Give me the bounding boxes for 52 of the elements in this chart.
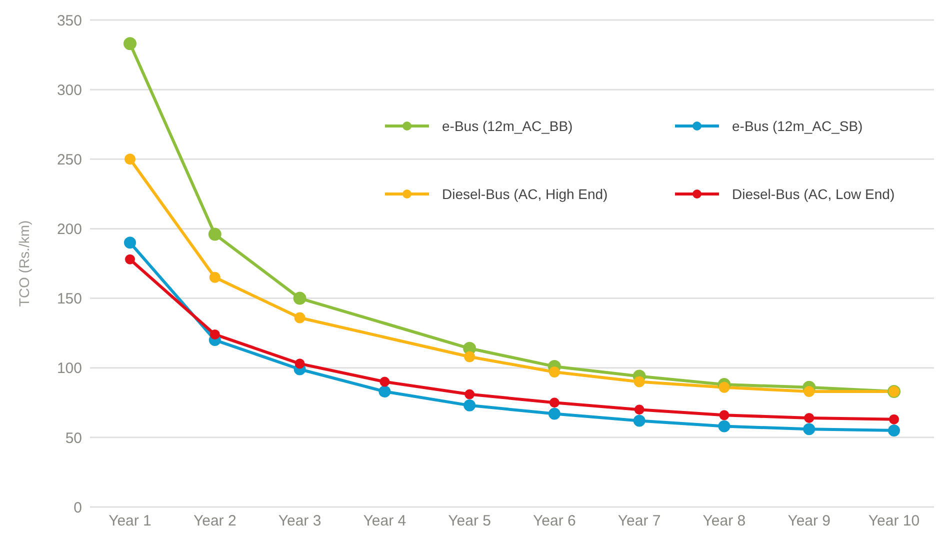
point — [464, 351, 476, 362]
point — [548, 408, 560, 420]
x-tick-label: Year 2 — [193, 512, 236, 530]
point — [210, 329, 220, 340]
point — [549, 398, 560, 408]
y-tick-label: 0 — [74, 499, 82, 516]
legend-label: Diesel-Bus (AC, Low End) — [732, 186, 895, 202]
point — [208, 228, 222, 241]
point — [718, 382, 730, 393]
x-tick-label: Year 8 — [702, 512, 746, 530]
point — [548, 366, 560, 378]
point — [124, 236, 136, 249]
y-tick-label: 350 — [56, 12, 82, 30]
point — [804, 412, 814, 423]
point — [464, 399, 476, 412]
point — [888, 424, 900, 436]
y-tick-label: 50 — [65, 430, 82, 447]
point — [634, 404, 644, 415]
x-tick-label: Year 3 — [278, 512, 322, 530]
point — [124, 154, 136, 165]
x-tick-label: Year 4 — [363, 512, 406, 530]
x-tick-label: Year 10 — [868, 512, 920, 530]
point — [718, 420, 730, 432]
point — [124, 37, 136, 50]
point — [378, 386, 391, 398]
y-axis-title: TCO (Rs./km) — [16, 220, 32, 307]
legend-label: e-Bus (12m_AC_SB) — [732, 118, 863, 134]
point — [633, 414, 646, 427]
point — [719, 410, 730, 420]
y-tick-label: 200 — [56, 221, 82, 238]
x-tick-label: Year 7 — [618, 512, 661, 530]
y-tick-label: 100 — [56, 360, 82, 378]
point — [464, 389, 475, 400]
point — [804, 386, 815, 398]
y-tick-label: 250 — [56, 151, 82, 168]
point — [380, 376, 390, 387]
point — [209, 272, 220, 283]
y-tick-label: 150 — [56, 290, 82, 308]
y-tick-label: 300 — [56, 82, 82, 99]
point — [294, 312, 306, 324]
point — [125, 254, 135, 264]
point — [803, 423, 816, 436]
point — [889, 414, 899, 424]
x-tick-label: Year 9 — [788, 512, 831, 530]
point — [293, 292, 306, 305]
x-tick-label: Year 5 — [448, 512, 491, 530]
x-tick-label: Year 6 — [533, 512, 576, 530]
point — [294, 358, 305, 369]
x-tick-label: Year 1 — [108, 512, 152, 530]
legend-label: Diesel-Bus (AC, High End) — [442, 186, 608, 202]
legend-label: e-Bus (12m_AC_BB) — [442, 118, 573, 134]
point — [634, 376, 645, 388]
